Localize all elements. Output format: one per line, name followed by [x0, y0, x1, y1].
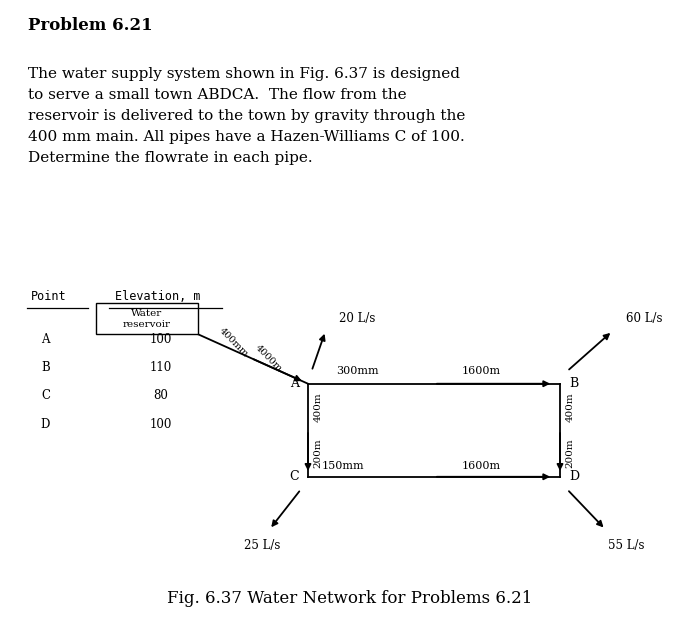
Text: Point: Point — [31, 290, 66, 303]
Text: Water: Water — [132, 308, 162, 318]
Text: 100: 100 — [150, 418, 172, 431]
Text: 110: 110 — [150, 361, 172, 374]
Text: 20 L/s: 20 L/s — [339, 312, 375, 325]
Text: 200m: 200m — [314, 439, 323, 468]
Text: 4000m: 4000m — [253, 343, 284, 373]
Text: 25 L/s: 25 L/s — [244, 539, 281, 552]
Text: 200m: 200m — [566, 439, 575, 468]
Text: 400m: 400m — [566, 392, 575, 422]
Text: B: B — [569, 377, 578, 390]
Text: C: C — [41, 389, 50, 403]
Text: 80: 80 — [153, 389, 169, 403]
Text: A: A — [41, 333, 50, 346]
Text: Elevation, m: Elevation, m — [115, 290, 200, 303]
Text: D: D — [569, 470, 579, 483]
Text: A: A — [290, 377, 299, 390]
Text: 1600m: 1600m — [462, 461, 501, 470]
Text: Fig. 6.37 Water Network for Problems 6.21: Fig. 6.37 Water Network for Problems 6.2… — [167, 591, 533, 607]
Text: 150mm: 150mm — [322, 461, 365, 470]
Text: 1600m: 1600m — [462, 366, 501, 376]
Text: 400mm: 400mm — [218, 326, 251, 359]
Text: reservoir: reservoir — [123, 320, 171, 329]
Text: The water supply system shown in Fig. 6.37 is designed
to serve a small town ABD: The water supply system shown in Fig. 6.… — [28, 67, 466, 165]
Text: Problem 6.21: Problem 6.21 — [28, 16, 153, 34]
Text: 55 L/s: 55 L/s — [608, 539, 645, 552]
Text: 100: 100 — [150, 333, 172, 346]
Text: 300mm: 300mm — [336, 366, 379, 376]
Text: 400m: 400m — [314, 392, 323, 422]
Text: C: C — [289, 470, 299, 483]
Text: 60 L/s: 60 L/s — [626, 312, 662, 325]
Text: D: D — [41, 418, 50, 431]
FancyBboxPatch shape — [96, 303, 197, 334]
Text: B: B — [41, 361, 50, 374]
